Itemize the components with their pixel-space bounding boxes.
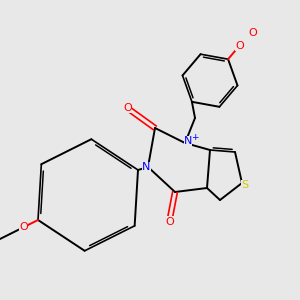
Text: O: O: [19, 222, 28, 232]
Text: N: N: [142, 162, 151, 172]
Text: +: +: [191, 133, 198, 142]
Text: O: O: [166, 217, 174, 226]
Text: N: N: [184, 136, 192, 146]
Text: O: O: [235, 41, 244, 51]
Text: O: O: [123, 103, 132, 112]
Text: S: S: [241, 180, 248, 190]
Text: O: O: [248, 28, 257, 38]
